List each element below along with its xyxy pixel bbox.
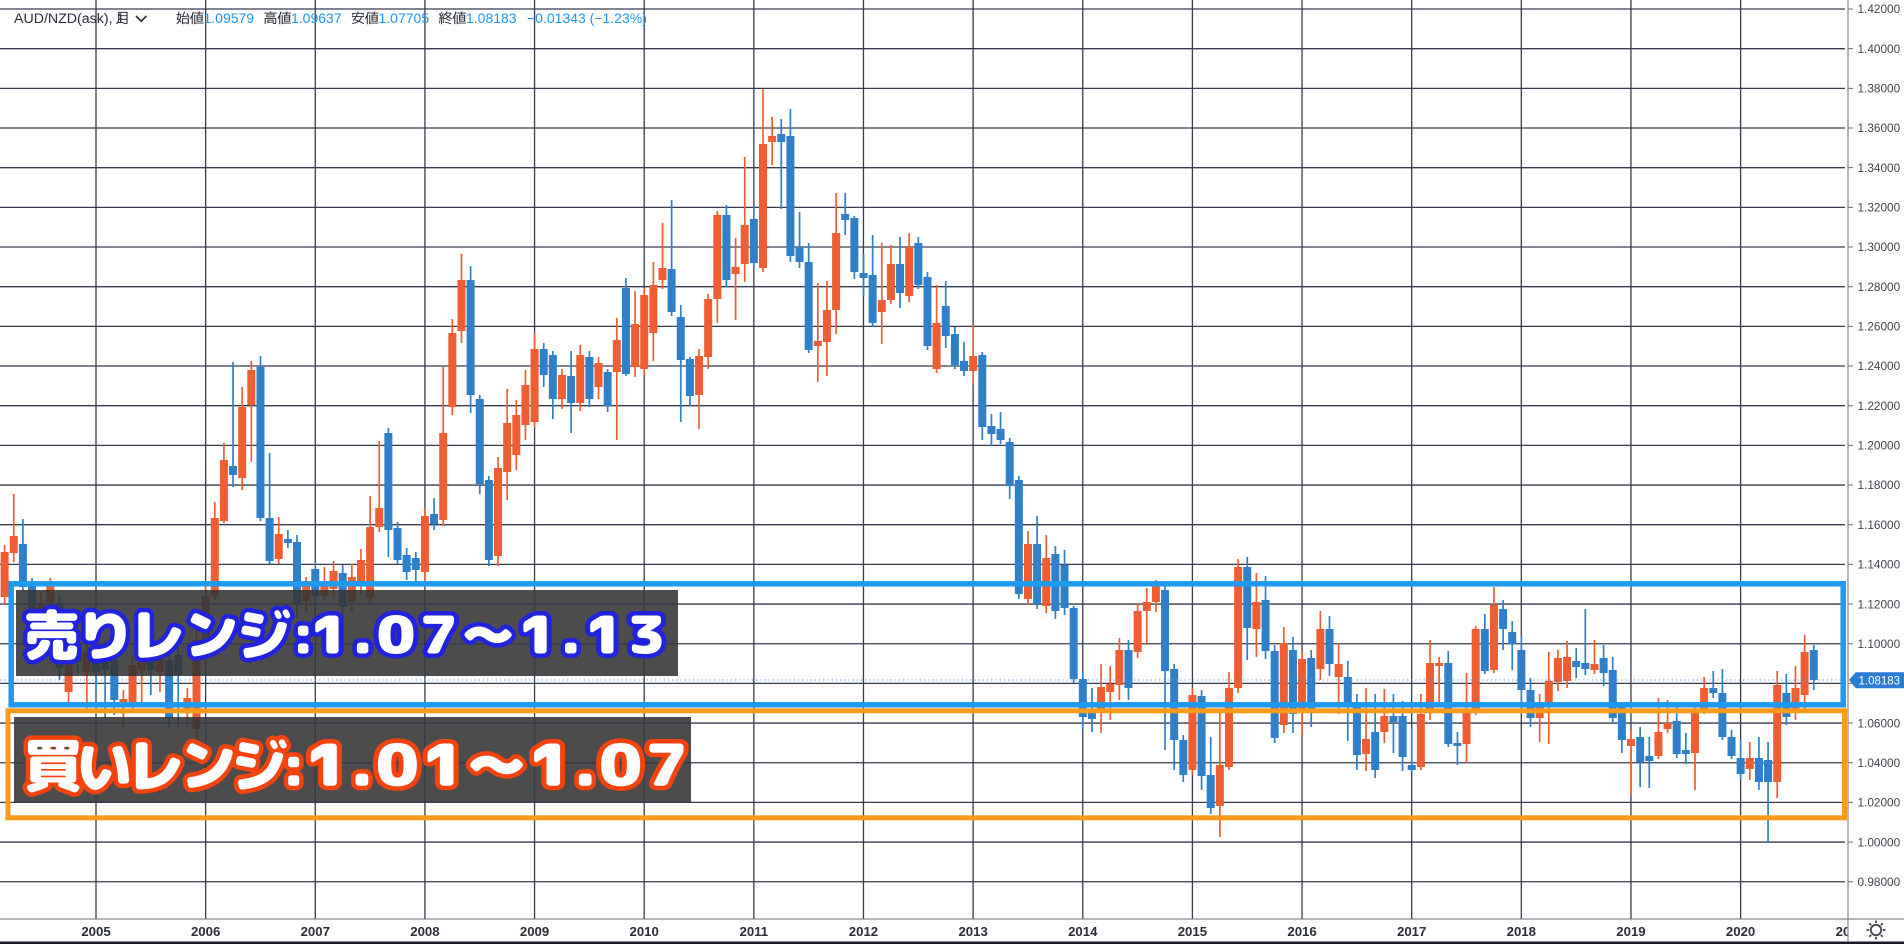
svg-text:1.14000: 1.14000	[1858, 558, 1901, 572]
svg-text:2011: 2011	[740, 924, 769, 939]
svg-text:1.00000: 1.00000	[1858, 835, 1901, 849]
svg-text:2009: 2009	[520, 924, 549, 939]
svg-text:2012: 2012	[849, 924, 878, 939]
svg-text:1.09579: 1.09579	[204, 10, 255, 26]
svg-text:0.98000: 0.98000	[1858, 875, 1901, 889]
svg-text:2006: 2006	[191, 924, 220, 939]
svg-text:1.30000: 1.30000	[1858, 240, 1901, 254]
svg-text:1.36000: 1.36000	[1858, 121, 1901, 135]
svg-text:1.08183: 1.08183	[466, 10, 517, 26]
svg-text:2018: 2018	[1507, 924, 1536, 939]
svg-text:1.34000: 1.34000	[1858, 161, 1901, 175]
svg-text:2021: 2021	[1836, 924, 1865, 939]
svg-text:1.02000: 1.02000	[1858, 796, 1901, 810]
svg-text:1.10000: 1.10000	[1858, 637, 1901, 651]
svg-text:1.04000: 1.04000	[1858, 756, 1901, 770]
svg-text:1.42000: 1.42000	[1858, 2, 1901, 16]
svg-text:1.18000: 1.18000	[1858, 478, 1901, 492]
svg-text:1.26000: 1.26000	[1858, 320, 1901, 334]
svg-text:1.06000: 1.06000	[1858, 716, 1901, 730]
svg-text:AUD/NZD(ask), 1: AUD/NZD(ask), 1	[14, 11, 124, 27]
svg-text:2016: 2016	[1287, 924, 1316, 939]
svg-text:1.09637: 1.09637	[291, 10, 342, 26]
svg-text:−0.01343 (−1.23%): −0.01343 (−1.23%)	[527, 10, 647, 26]
svg-text:1.38000: 1.38000	[1858, 82, 1901, 96]
svg-text:2013: 2013	[958, 924, 987, 939]
svg-text:2007: 2007	[301, 924, 330, 939]
svg-text:1.16000: 1.16000	[1858, 518, 1901, 532]
svg-text:2008: 2008	[410, 924, 439, 939]
svg-text:2020: 2020	[1726, 924, 1755, 939]
svg-text:1.40000: 1.40000	[1858, 42, 1901, 56]
svg-text:1.22000: 1.22000	[1858, 399, 1901, 413]
svg-text:1.07705: 1.07705	[379, 10, 430, 26]
svg-text:1.24000: 1.24000	[1858, 359, 1901, 373]
svg-text:2015: 2015	[1178, 924, 1207, 939]
svg-text:1.28000: 1.28000	[1858, 280, 1901, 294]
svg-text:1.20000: 1.20000	[1858, 439, 1901, 453]
svg-text:1.32000: 1.32000	[1858, 201, 1901, 215]
svg-text:2017: 2017	[1397, 924, 1426, 939]
svg-text:2010: 2010	[630, 924, 659, 939]
svg-text:2014: 2014	[1068, 924, 1098, 939]
svg-text:2005: 2005	[81, 924, 110, 939]
svg-text:1.08183: 1.08183	[1859, 676, 1901, 688]
svg-text:2019: 2019	[1616, 924, 1645, 939]
svg-text:1.12000: 1.12000	[1858, 597, 1901, 611]
